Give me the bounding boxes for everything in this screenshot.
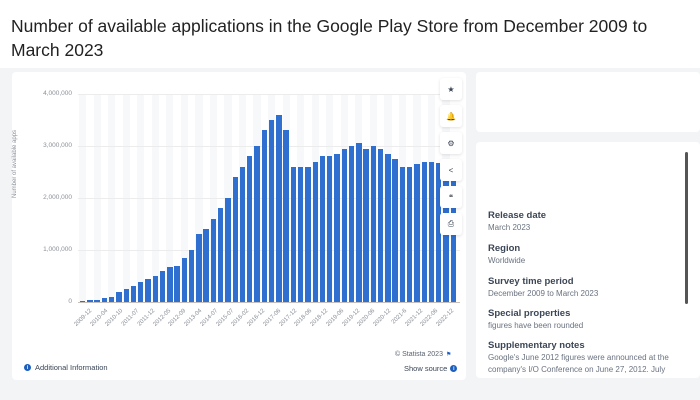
chart-toolbar: ★ 🔔 ⚙ < ❝ ⎙ bbox=[440, 78, 462, 240]
copyright: © Statista 2023 ⚑ bbox=[395, 351, 451, 358]
chart-bar[interactable] bbox=[392, 159, 398, 302]
chart-bar[interactable] bbox=[268, 120, 275, 302]
chart-bar[interactable] bbox=[377, 148, 384, 302]
chart-bar[interactable] bbox=[385, 153, 391, 302]
chart-bar[interactable] bbox=[138, 282, 144, 302]
chart-bar[interactable] bbox=[421, 161, 427, 302]
chart-bar[interactable] bbox=[94, 300, 100, 302]
chart-bar[interactable] bbox=[188, 250, 195, 302]
additional-information-link[interactable]: i Additional Information bbox=[24, 363, 108, 372]
region-label: Region bbox=[488, 243, 521, 254]
chart-bar[interactable] bbox=[356, 143, 362, 302]
region-value: Worldwide bbox=[488, 256, 526, 265]
y-tick-label: 0 bbox=[68, 298, 72, 305]
y-tick-label: 4,000,000 bbox=[43, 90, 72, 97]
gridline bbox=[78, 94, 460, 95]
chart-bar[interactable] bbox=[276, 114, 282, 302]
survey-period-label: Survey time period bbox=[488, 276, 574, 287]
chart-bar[interactable] bbox=[218, 208, 224, 302]
chart-bar[interactable] bbox=[348, 146, 355, 302]
supplementary-notes-line-2: company's I/O Conference on June 27, 201… bbox=[488, 365, 666, 374]
chart-bar[interactable] bbox=[87, 300, 93, 302]
chart-bar[interactable] bbox=[363, 148, 369, 302]
chart-bar[interactable] bbox=[108, 296, 115, 302]
additional-information-label: Additional Information bbox=[35, 363, 108, 372]
chart-bar[interactable] bbox=[247, 156, 253, 302]
chart-bar[interactable] bbox=[159, 270, 166, 302]
chart-bar[interactable] bbox=[370, 146, 377, 302]
chart-bar[interactable] bbox=[297, 166, 304, 302]
chart-bar[interactable] bbox=[261, 130, 268, 302]
release-date: Release date March 2023 bbox=[488, 210, 546, 234]
chart-bar[interactable] bbox=[327, 156, 333, 302]
chart-bar[interactable] bbox=[210, 218, 217, 302]
y-axis-label: Number of available apps bbox=[12, 129, 18, 198]
chart-bar[interactable] bbox=[174, 265, 180, 302]
release-date-label: Release date bbox=[488, 210, 547, 221]
chart-bar[interactable] bbox=[123, 289, 129, 302]
chart-bar[interactable] bbox=[130, 286, 137, 302]
gear-icon[interactable]: ⚙ bbox=[440, 132, 462, 154]
details-scrollbar[interactable] bbox=[685, 152, 688, 304]
chart-bar[interactable] bbox=[79, 301, 86, 302]
chart-bar[interactable] bbox=[305, 166, 311, 302]
release-date-value: March 2023 bbox=[488, 223, 531, 232]
chart-bar[interactable] bbox=[152, 276, 158, 302]
show-source-label: Show source bbox=[404, 364, 448, 373]
chart-bar[interactable] bbox=[312, 161, 318, 302]
y-tick-label: 3,000,000 bbox=[43, 142, 72, 149]
quote-icon[interactable]: ❝ bbox=[440, 186, 462, 208]
x-axis-line bbox=[78, 302, 460, 303]
supplementary-notes: Supplementary notes Google's June 2012 f… bbox=[488, 340, 688, 376]
chart-bar[interactable] bbox=[399, 166, 406, 302]
chart-bar[interactable] bbox=[407, 166, 413, 302]
chart-bar[interactable] bbox=[203, 229, 209, 302]
show-source-link[interactable]: Show source i bbox=[404, 364, 458, 373]
details-panel bbox=[476, 142, 700, 378]
chart-bar[interactable] bbox=[181, 257, 188, 302]
y-tick-label: 1,000,000 bbox=[43, 246, 72, 253]
chart-bar[interactable] bbox=[254, 146, 260, 302]
chart-bar[interactable] bbox=[167, 266, 173, 302]
survey-period-value: December 2009 to March 2023 bbox=[488, 289, 599, 298]
chart-bar[interactable] bbox=[283, 130, 289, 302]
page-title: Number of available applications in the … bbox=[11, 16, 648, 60]
chart-bar[interactable] bbox=[101, 298, 108, 302]
print-icon[interactable]: ⎙ bbox=[440, 213, 462, 235]
supplementary-notes-label: Supplementary notes bbox=[488, 340, 585, 351]
chart-bar[interactable] bbox=[319, 156, 326, 302]
side-panel-top bbox=[476, 72, 700, 132]
survey-period: Survey time period December 2009 to Marc… bbox=[488, 276, 598, 300]
copyright-label: © Statista 2023 bbox=[395, 351, 443, 358]
info-icon: i bbox=[24, 364, 31, 371]
share-icon[interactable]: < bbox=[440, 159, 462, 181]
chart-bar[interactable] bbox=[341, 148, 347, 302]
special-properties: Special properties figures have been rou… bbox=[488, 308, 583, 332]
chart-bar[interactable] bbox=[225, 198, 231, 302]
y-tick-label: 2,000,000 bbox=[43, 194, 72, 201]
star-icon[interactable]: ★ bbox=[440, 78, 462, 100]
region: Region Worldwide bbox=[488, 243, 525, 267]
chart-bar[interactable] bbox=[116, 291, 122, 302]
chart-bar[interactable] bbox=[290, 166, 297, 302]
chart-bar[interactable] bbox=[436, 162, 442, 302]
info-icon: i bbox=[450, 365, 458, 372]
chart-bar[interactable] bbox=[232, 177, 238, 302]
chart-bar[interactable] bbox=[334, 153, 340, 302]
flag-icon: ⚑ bbox=[445, 352, 452, 358]
special-properties-label: Special properties bbox=[488, 308, 571, 319]
chart-bar[interactable] bbox=[414, 164, 420, 302]
chart-bar[interactable] bbox=[196, 234, 202, 302]
chart-bar[interactable] bbox=[239, 166, 246, 302]
chart-bar[interactable] bbox=[428, 161, 435, 302]
bell-icon[interactable]: 🔔 bbox=[440, 105, 462, 127]
special-properties-value: figures have been rounded bbox=[488, 321, 584, 330]
chart-bar[interactable] bbox=[145, 278, 151, 302]
supplementary-notes-line-1: Google's June 2012 figures were announce… bbox=[488, 353, 669, 362]
